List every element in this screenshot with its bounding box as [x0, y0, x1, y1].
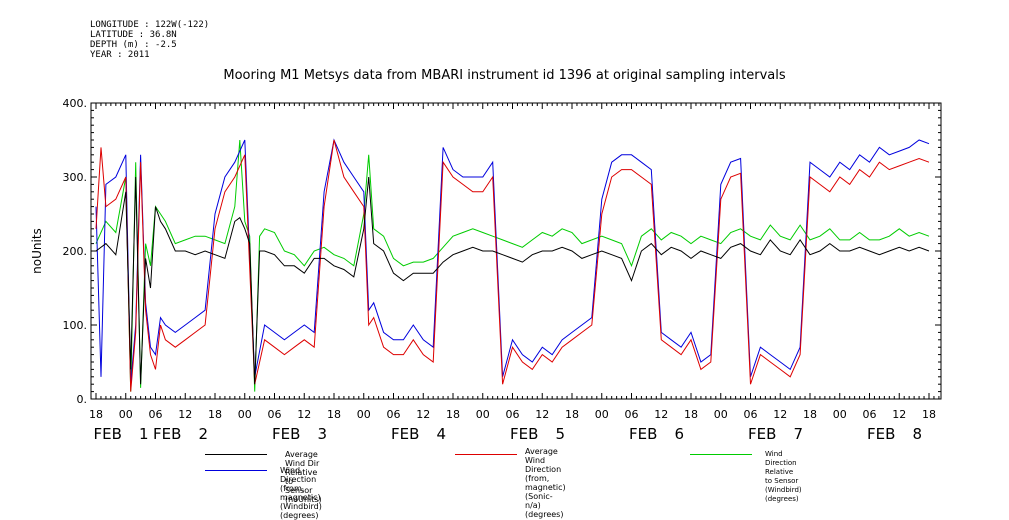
x-tick-label: 18 — [684, 408, 698, 421]
x-tick-label: 12 — [297, 408, 311, 421]
x-tick-label: 18 — [565, 408, 579, 421]
date-label-month: FEB — [867, 425, 895, 443]
date-label-month: FEB — [629, 425, 657, 443]
longitude-label: LONGITUDE : 122W(-122) — [90, 20, 210, 30]
x-tick-label: 18 — [89, 408, 103, 421]
date-label-day: 1 — [139, 425, 149, 443]
date-label-day: 3 — [317, 425, 327, 443]
x-tick-label: 06 — [506, 408, 520, 421]
x-tick-label: 12 — [178, 408, 192, 421]
y-tick-label: 200. — [63, 245, 88, 258]
x-tick-label: 12 — [535, 408, 549, 421]
x-tick-label: 18 — [803, 408, 817, 421]
date-label-day: 7 — [793, 425, 803, 443]
date-label-month: FEB — [748, 425, 776, 443]
series-line-4 — [95, 138, 930, 385]
x-tick-label: 06 — [268, 408, 282, 421]
x-tick-label: 06 — [625, 408, 639, 421]
y-tick-label: 100. — [63, 319, 88, 332]
date-label-month: FEB — [391, 425, 419, 443]
x-tick-label: 12 — [416, 408, 430, 421]
y-axis-label: noUnits — [30, 228, 44, 274]
date-label-day: 2 — [198, 425, 208, 443]
x-tick-label: 00 — [238, 408, 252, 421]
date-label-day: 5 — [555, 425, 565, 443]
x-tick-label: 06 — [863, 408, 877, 421]
date-label-month: FEB — [510, 425, 538, 443]
x-tick-label: 00 — [595, 408, 609, 421]
x-tick-label: 06 — [149, 408, 163, 421]
latitude-label: LATITUDE : 36.8N — [90, 30, 177, 40]
year-label: YEAR : 2011 — [90, 50, 150, 60]
x-tick-label: 18 — [327, 408, 341, 421]
x-tick-label: 00 — [476, 408, 490, 421]
x-tick-label: 12 — [892, 408, 906, 421]
date-label-day: 4 — [436, 425, 446, 443]
x-tick-label: 00 — [833, 408, 847, 421]
date-label-day: 6 — [674, 425, 684, 443]
series-line-2 — [95, 139, 930, 392]
date-label-month: FEB — [272, 425, 300, 443]
y-tick-label: 0. — [77, 393, 88, 406]
x-tick-label: 12 — [654, 408, 668, 421]
x-tick-label: 00 — [119, 408, 133, 421]
x-tick-label: 18 — [446, 408, 460, 421]
date-label-month: FEB — [94, 425, 122, 443]
x-tick-label: 06 — [387, 408, 401, 421]
y-tick-label: 400. — [63, 97, 88, 110]
series-line-1 — [95, 176, 930, 385]
x-tick-label: 12 — [773, 408, 787, 421]
date-label-month: FEB — [153, 425, 181, 443]
x-tick-label: 18 — [208, 408, 222, 421]
chart-title: Mooring M1 Metsys data from MBARI instru… — [223, 68, 786, 83]
x-tick-label: 18 — [922, 408, 936, 421]
x-tick-label: 06 — [744, 408, 758, 421]
x-tick-label: 00 — [357, 408, 371, 421]
plot-frame — [90, 102, 942, 400]
y-tick-label: 300. — [63, 171, 88, 184]
depth-label: DEPTH (m) : -2.5 — [90, 40, 177, 50]
series-line-3 — [95, 139, 930, 392]
metadata-block: LONGITUDE : 122W(-122) LATITUDE : 36.8N … — [90, 20, 209, 60]
date-label-day: 8 — [912, 425, 922, 443]
x-tick-label: 00 — [714, 408, 728, 421]
